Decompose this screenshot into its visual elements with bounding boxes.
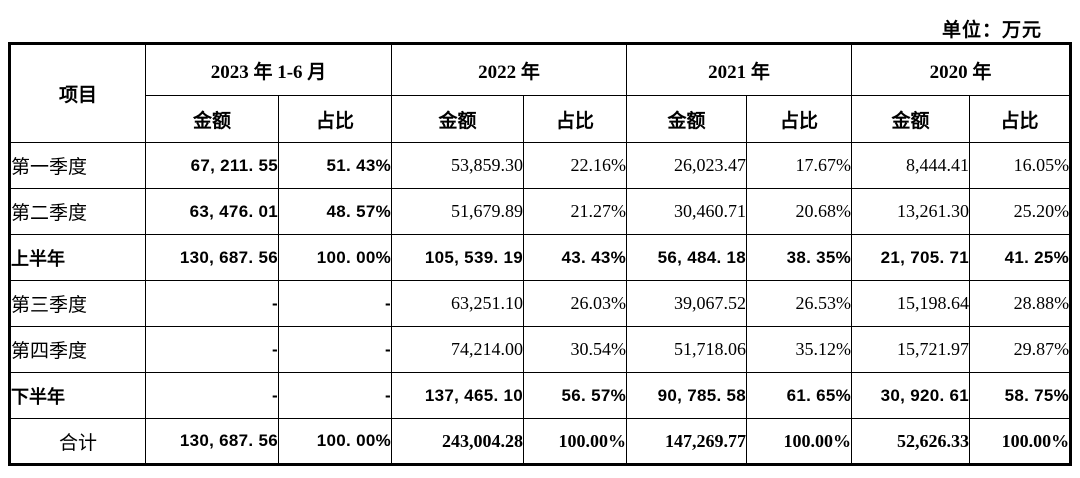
ratio-header: 占比	[277, 95, 393, 143]
table-cell: 130, 687. 56	[145, 234, 279, 281]
table-cell: 25.20%	[969, 188, 1072, 235]
table-cell: -	[277, 280, 393, 327]
amount-header: 金额	[626, 95, 748, 143]
row-label: 上半年	[9, 234, 146, 281]
table-cell: 22.16%	[523, 142, 628, 189]
year-header-2021: 2021 年	[626, 43, 853, 96]
row-label: 第一季度	[9, 142, 146, 189]
table-cell: 105, 539. 19	[391, 234, 525, 281]
table-cell: 63,251.10	[391, 280, 525, 327]
table-cell: 17.67%	[746, 142, 853, 189]
table-cell: 13,261.30	[851, 188, 971, 235]
table-row-second-half: 下半年 - - 137, 465. 10 56. 57% 90, 785. 58…	[9, 372, 1072, 419]
table-cell: 30, 920. 61	[851, 372, 971, 419]
table-cell: 35.12%	[746, 326, 853, 373]
ratio-header: 占比	[523, 95, 628, 143]
table-cell: 56. 57%	[523, 372, 628, 419]
header-row-subcolumns: 金额 占比 金额 占比 金额 占比 金额 占比	[10, 95, 1072, 143]
table-row-q4: 第四季度 - - 74,214.00 30.54% 51,718.06 35.1…	[9, 326, 1072, 373]
table-row-first-half: 上半年 130, 687. 56 100. 00% 105, 539. 19 4…	[9, 234, 1072, 281]
table-cell: -	[145, 280, 279, 327]
table-cell: 56, 484. 18	[626, 234, 748, 281]
table-cell: 100.00%	[523, 418, 628, 465]
row-label: 合计	[9, 418, 146, 465]
table-cell: 39,067.52	[626, 280, 748, 327]
quarterly-revenue-table: 项目 2023 年 1-6 月 2022 年 2021 年 2020 年 金额 …	[8, 42, 1073, 466]
year-header-2023: 2023 年 1-6 月	[144, 43, 393, 96]
table-cell: 51. 43%	[277, 142, 393, 189]
table-cell: 26,023.47	[626, 142, 748, 189]
ratio-header: 占比	[746, 95, 853, 143]
table-row-total: 合计 130, 687. 56 100. 00% 243,004.28 100.…	[9, 418, 1072, 465]
amount-header: 金额	[145, 95, 279, 143]
amount-header: 金额	[391, 95, 525, 143]
table-cell: 100. 00%	[277, 234, 393, 281]
table-row-q2: 第二季度 63, 476. 01 48. 57% 51,679.89 21.27…	[9, 188, 1072, 235]
table-cell: 90, 785. 58	[626, 372, 748, 419]
table-cell: 20.68%	[746, 188, 853, 235]
table-cell: 100. 00%	[277, 418, 393, 465]
table-cell: 38. 35%	[746, 234, 853, 281]
table-row-q3: 第三季度 - - 63,251.10 26.03% 39,067.52 26.5…	[9, 280, 1072, 327]
table-cell: 41. 25%	[969, 234, 1072, 281]
table-cell: 48. 57%	[277, 188, 393, 235]
table-cell: 74,214.00	[391, 326, 525, 373]
table-cell: 51,679.89	[391, 188, 525, 235]
table-cell: 21.27%	[523, 188, 628, 235]
year-header-2020: 2020 年	[851, 43, 1072, 96]
table-cell: 51,718.06	[626, 326, 748, 373]
table-cell: 30,460.71	[626, 188, 748, 235]
ratio-header: 占比	[969, 95, 1072, 143]
row-label: 下半年	[9, 372, 146, 419]
table-cell: 8,444.41	[851, 142, 971, 189]
table-cell: -	[277, 326, 393, 373]
table-cell: 53,859.30	[391, 142, 525, 189]
table-cell: 15,721.97	[851, 326, 971, 373]
table-cell: 130, 687. 56	[145, 418, 279, 465]
table-row-q1: 第一季度 67, 211. 55 51. 43% 53,859.30 22.16…	[9, 142, 1072, 189]
table-cell: 243,004.28	[391, 418, 525, 465]
table-cell: 100.00%	[746, 418, 853, 465]
table-cell: 43. 43%	[523, 234, 628, 281]
table-cell: -	[277, 372, 393, 419]
header-row-years: 项目 2023 年 1-6 月 2022 年 2021 年 2020 年	[9, 43, 1072, 143]
item-header: 项目	[9, 43, 146, 143]
table-cell: 15,198.64	[851, 280, 971, 327]
table-cell: 147,269.77	[626, 418, 748, 465]
table-cell: 26.53%	[746, 280, 853, 327]
table-cell: 26.03%	[523, 280, 628, 327]
table-cell: 100.00%	[969, 418, 1072, 465]
table-cell: 21, 705. 71	[851, 234, 971, 281]
table-cell: 61. 65%	[746, 372, 853, 419]
table-cell: 58. 75%	[969, 372, 1072, 419]
row-label: 第三季度	[9, 280, 146, 327]
table-cell: 29.87%	[969, 326, 1072, 373]
row-label: 第四季度	[9, 326, 146, 373]
table-cell: -	[145, 372, 279, 419]
row-label: 第二季度	[9, 188, 146, 235]
amount-header: 金额	[851, 95, 971, 143]
table-cell: 30.54%	[523, 326, 628, 373]
table-cell: -	[145, 326, 279, 373]
table-cell: 16.05%	[969, 142, 1072, 189]
table-cell: 67, 211. 55	[145, 142, 279, 189]
unit-label: 单位：万元	[941, 20, 1042, 41]
table-cell: 28.88%	[969, 280, 1072, 327]
year-header-2022: 2022 年	[391, 43, 628, 96]
table-cell: 63, 476. 01	[145, 188, 279, 235]
table-cell: 52,626.33	[851, 418, 971, 465]
table-cell: 137, 465. 10	[391, 372, 525, 419]
